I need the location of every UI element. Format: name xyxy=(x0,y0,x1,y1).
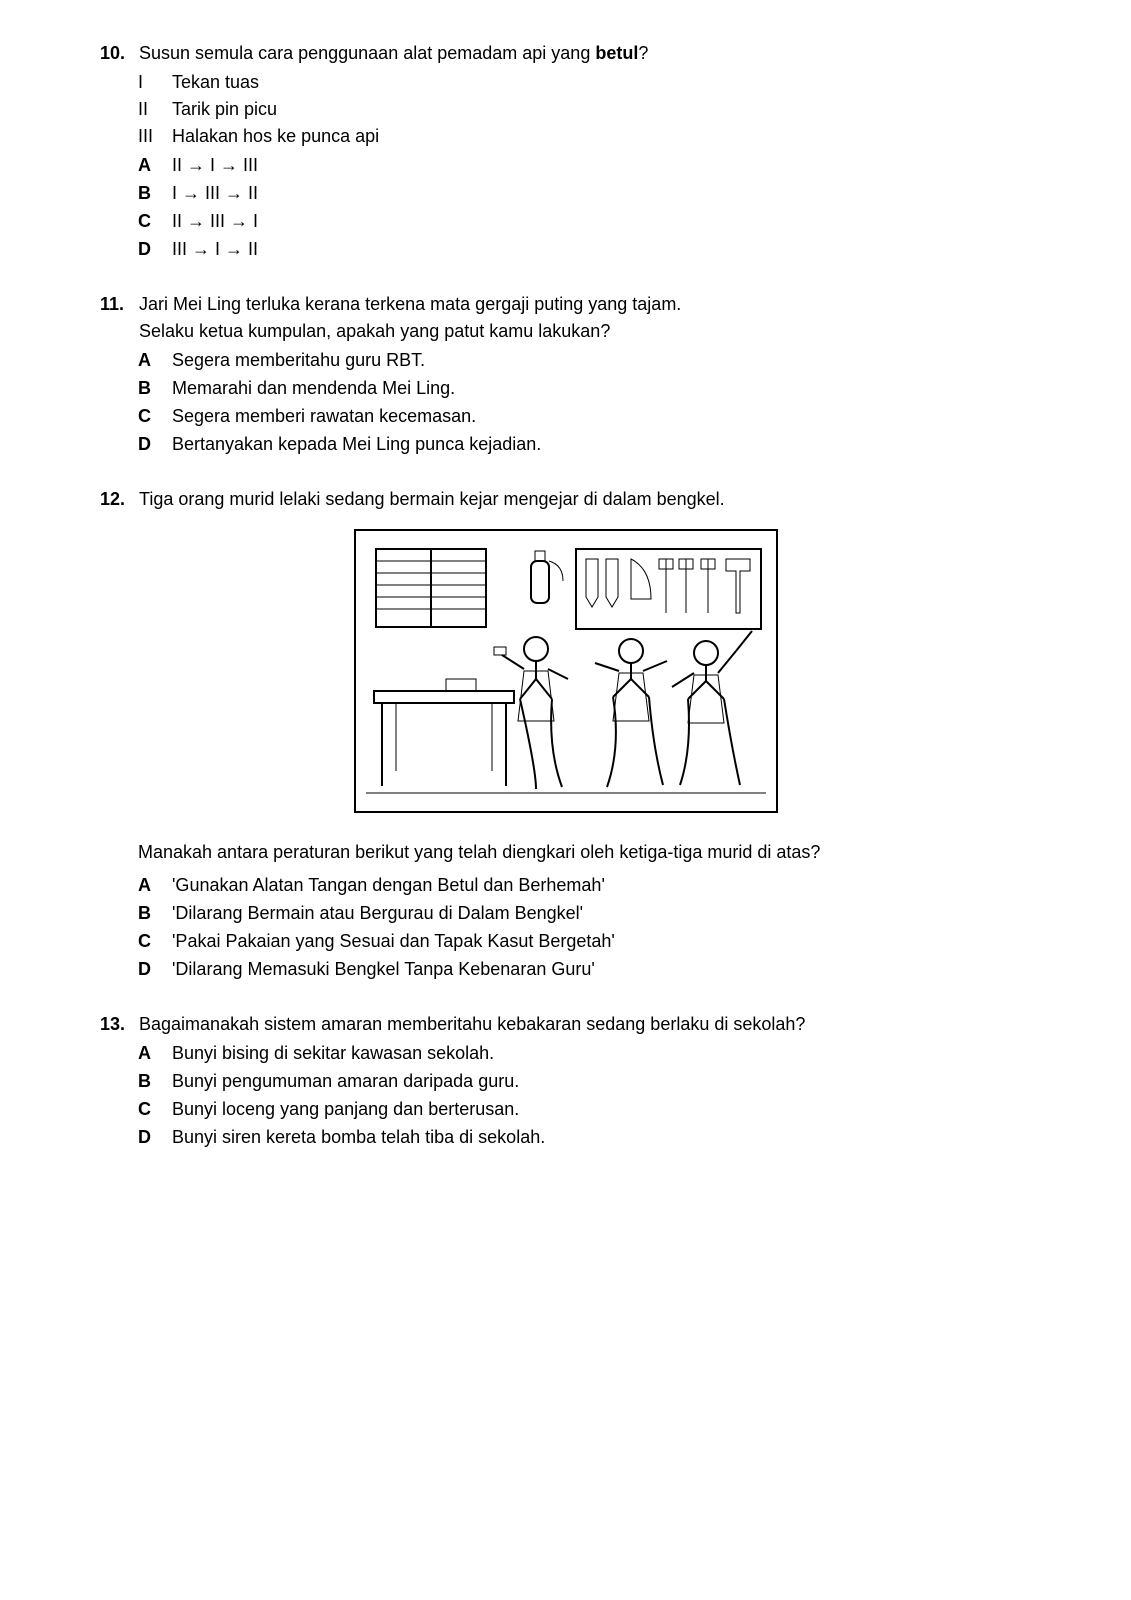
option-text: Bunyi siren kereta bomba telah tiba di s… xyxy=(172,1124,545,1151)
q10-roman-text: Tekan tuas xyxy=(172,69,259,96)
q10-roman-row: III Halakan hos ke punca api xyxy=(138,123,1031,150)
option-label: D xyxy=(138,956,172,983)
workshop-scene-icon xyxy=(356,531,776,811)
q13-stem: Bagaimanakah sistem amaran memberitahu k… xyxy=(139,1011,1030,1038)
q13-option-b[interactable]: B Bunyi pengumuman amaran daripada guru. xyxy=(138,1068,1031,1095)
q10-options: A II → I → III B I → III → II C II → III… xyxy=(138,152,1031,263)
option-label: A xyxy=(138,152,172,179)
question-11: 11. Jari Mei Ling terluka kerana terkena… xyxy=(100,291,1031,458)
q10-option-d[interactable]: D III → I → II xyxy=(138,236,1031,263)
q12-option-c[interactable]: C 'Pakai Pakaian yang Sesuai dan Tapak K… xyxy=(138,928,1031,955)
q12-number: 12. xyxy=(100,486,134,513)
option-text: II → III → I xyxy=(172,208,258,235)
option-label: D xyxy=(138,236,172,263)
option-text: Bertanyakan kepada Mei Ling punca kejadi… xyxy=(172,431,541,458)
option-text: 'Pakai Pakaian yang Sesuai dan Tapak Kas… xyxy=(172,928,615,955)
q12-stem: Tiga orang murid lelaki sedang bermain k… xyxy=(139,486,1030,513)
question-10: 10. Susun semula cara penggunaan alat pe… xyxy=(100,40,1031,263)
q11-option-b[interactable]: B Memarahi dan mendenda Mei Ling. xyxy=(138,375,1031,402)
option-label: B xyxy=(138,900,172,927)
q10-roman-text: Tarik pin picu xyxy=(172,96,277,123)
exam-page: 10. Susun semula cara penggunaan alat pe… xyxy=(0,0,1131,1219)
q10-roman-label: I xyxy=(138,69,172,96)
q10-roman-row: II Tarik pin picu xyxy=(138,96,1031,123)
q12-option-a[interactable]: A 'Gunakan Alatan Tangan dengan Betul da… xyxy=(138,872,1031,899)
q10-number: 10. xyxy=(100,40,134,67)
q12-option-d[interactable]: D 'Dilarang Memasuki Bengkel Tanpa Keben… xyxy=(138,956,1031,983)
option-label: A xyxy=(138,872,172,899)
q10-roman-text: Halakan hos ke punca api xyxy=(172,123,379,150)
q12-options: A 'Gunakan Alatan Tangan dengan Betul da… xyxy=(138,872,1031,983)
option-label: D xyxy=(138,431,172,458)
option-label: A xyxy=(138,1040,172,1067)
option-text: Bunyi loceng yang panjang dan berterusan… xyxy=(172,1096,519,1123)
q10-stem: Susun semula cara penggunaan alat pemada… xyxy=(139,40,1030,67)
option-label: C xyxy=(138,1096,172,1123)
option-text: 'Gunakan Alatan Tangan dengan Betul dan … xyxy=(172,872,605,899)
option-text: 'Dilarang Memasuki Bengkel Tanpa Kebenar… xyxy=(172,956,595,983)
option-label: D xyxy=(138,1124,172,1151)
option-text: II → I → III xyxy=(172,152,258,179)
q13-number: 13. xyxy=(100,1011,134,1038)
question-12: 12. Tiga orang murid lelaki sedang berma… xyxy=(100,486,1031,983)
option-label: A xyxy=(138,347,172,374)
option-label: C xyxy=(138,928,172,955)
q12-illustration-wrap xyxy=(100,529,1031,821)
q11-option-a[interactable]: A Segera memberitahu guru RBT. xyxy=(138,347,1031,374)
option-text: Bunyi pengumuman amaran daripada guru. xyxy=(172,1068,519,1095)
q10-option-a[interactable]: A II → I → III xyxy=(138,152,1031,179)
option-text: Segera memberi rawatan kecemasan. xyxy=(172,403,476,430)
q12-option-b[interactable]: B 'Dilarang Bermain atau Bergurau di Dal… xyxy=(138,900,1031,927)
question-13: 13. Bagaimanakah sistem amaran memberita… xyxy=(100,1011,1031,1151)
q13-option-d[interactable]: D Bunyi siren kereta bomba telah tiba di… xyxy=(138,1124,1031,1151)
q13-option-a[interactable]: A Bunyi bising di sekitar kawasan sekola… xyxy=(138,1040,1031,1067)
q11-stem-line1: Jari Mei Ling terluka kerana terkena mat… xyxy=(139,294,681,314)
q10-option-b[interactable]: B I → III → II xyxy=(138,180,1031,207)
option-label: B xyxy=(138,375,172,402)
q10-stem-bold: betul xyxy=(595,43,638,63)
q13-option-c[interactable]: C Bunyi loceng yang panjang dan berterus… xyxy=(138,1096,1031,1123)
option-label: B xyxy=(138,1068,172,1095)
q10-roman-row: I Tekan tuas xyxy=(138,69,1031,96)
q11-stem-line2: Selaku ketua kumpulan, apakah yang patut… xyxy=(139,321,610,341)
q11-option-d[interactable]: D Bertanyakan kepada Mei Ling punca keja… xyxy=(138,431,1031,458)
q10-stem-post: ? xyxy=(638,43,648,63)
q10-option-c[interactable]: C II → III → I xyxy=(138,208,1031,235)
q12-illustration xyxy=(354,529,778,813)
option-label: C xyxy=(138,208,172,235)
option-text: Memarahi dan mendenda Mei Ling. xyxy=(172,375,455,402)
option-text: I → III → II xyxy=(172,180,258,207)
q10-roman-label: II xyxy=(138,96,172,123)
q10-stem-pre: Susun semula cara penggunaan alat pemada… xyxy=(139,43,595,63)
option-text: III → I → II xyxy=(172,236,258,263)
q12-followup: Manakah antara peraturan berikut yang te… xyxy=(138,839,1031,866)
q11-stem: Jari Mei Ling terluka kerana terkena mat… xyxy=(139,291,1030,345)
q10-roman-label: III xyxy=(138,123,172,150)
q11-option-c[interactable]: C Segera memberi rawatan kecemasan. xyxy=(138,403,1031,430)
q11-number: 11. xyxy=(100,291,134,318)
option-label: B xyxy=(138,180,172,207)
option-label: C xyxy=(138,403,172,430)
q11-options: A Segera memberitahu guru RBT. B Memarah… xyxy=(138,347,1031,458)
option-text: Bunyi bising di sekitar kawasan sekolah. xyxy=(172,1040,494,1067)
option-text: Segera memberitahu guru RBT. xyxy=(172,347,425,374)
q10-roman-list: I Tekan tuas II Tarik pin picu III Halak… xyxy=(138,69,1031,150)
q13-options: A Bunyi bising di sekitar kawasan sekola… xyxy=(138,1040,1031,1151)
option-text: 'Dilarang Bermain atau Bergurau di Dalam… xyxy=(172,900,583,927)
